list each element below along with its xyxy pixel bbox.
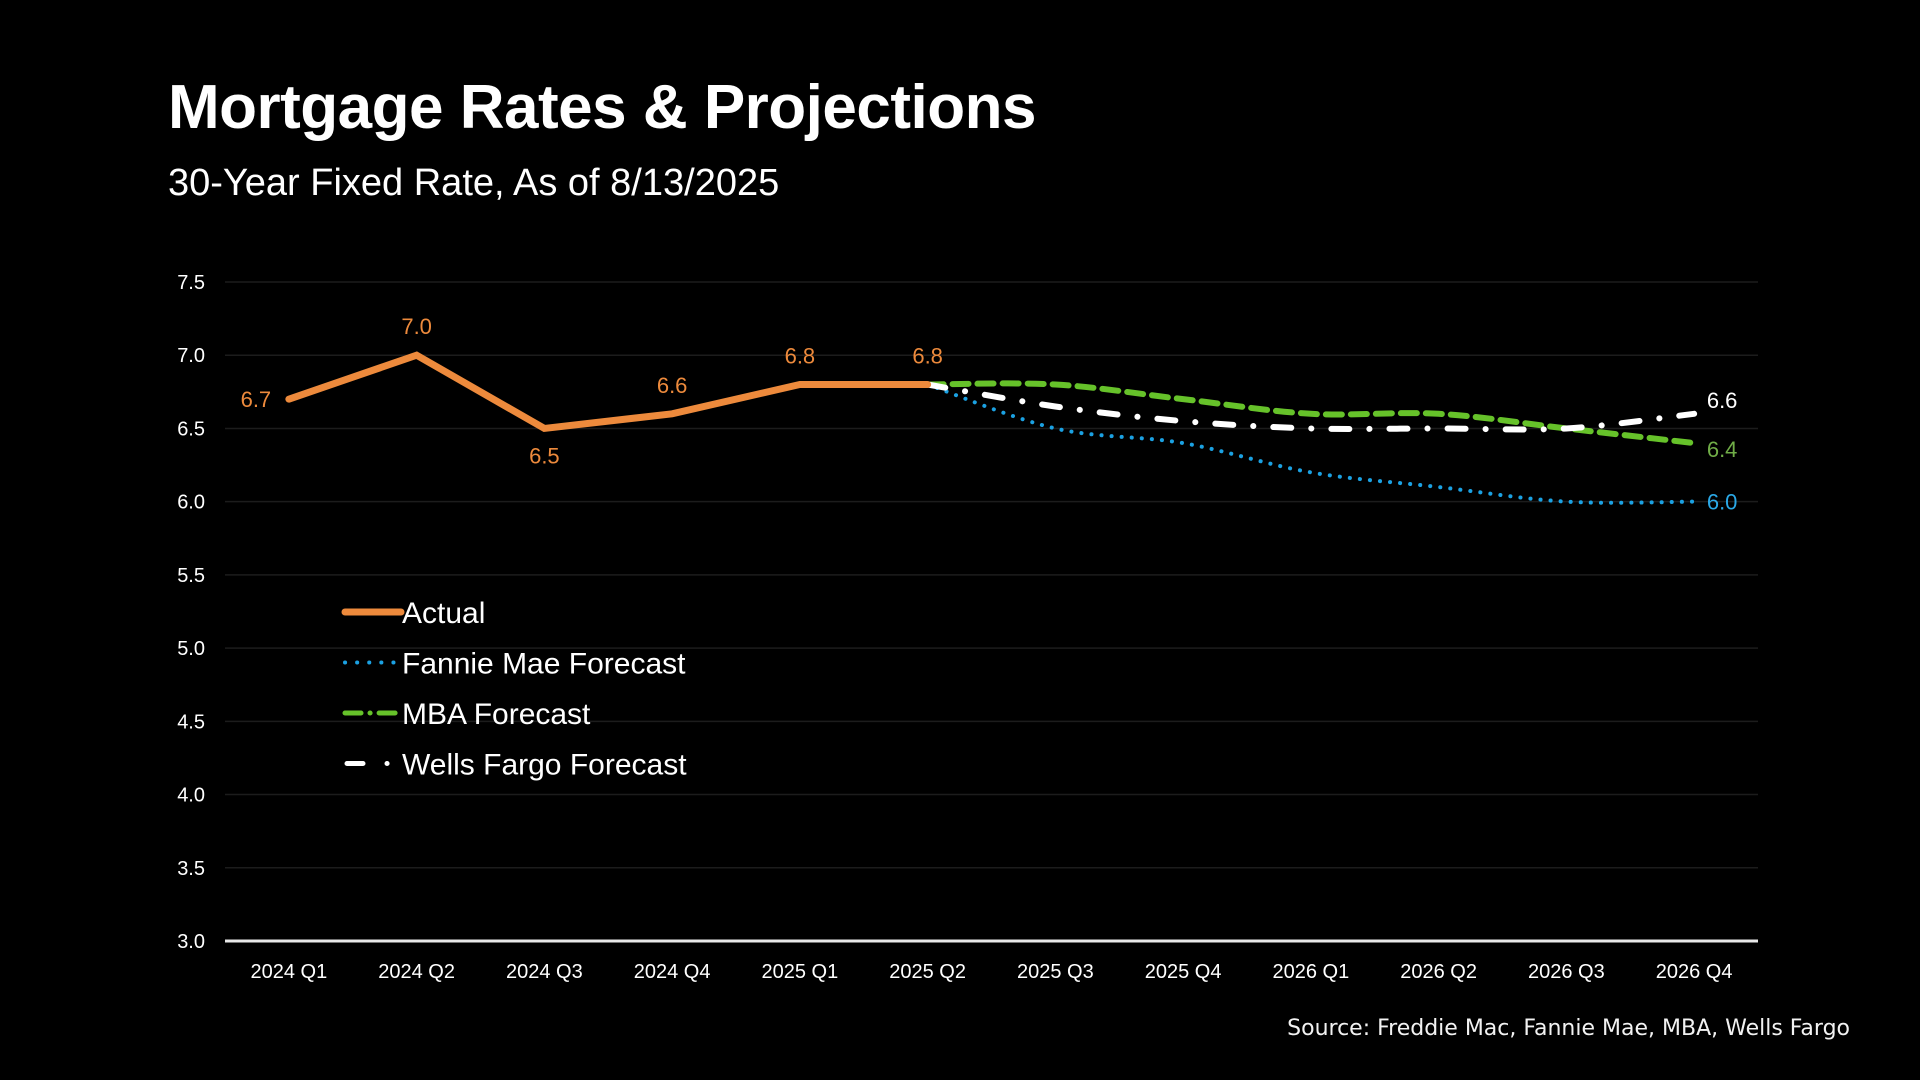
x-tick-label: 2025 Q2 (889, 961, 966, 983)
y-tick-label: 4.0 (177, 785, 205, 807)
series-lines (285, 351, 1698, 505)
x-axis-ticks: 2024 Q1 2024 Q2 2024 Q3 2024 Q4 2025 Q1 2025 … (251, 961, 1733, 983)
data-label-fannie-mae-forecast: 6.0 (1707, 490, 1738, 515)
x-tick-label: 2026 Q1 (1273, 961, 1350, 983)
y-axis-ticks: 3.0 3.5 4.0 4.5 5.0 5.5 6.0 6.5 7.0 7.5 (177, 272, 205, 953)
source-note: Source: Freddie Mac, Fannie Mae, MBA, We… (1287, 1016, 1850, 1041)
legend-label-mba-forecast: MBA Forecast (402, 698, 591, 731)
x-tick-label: 2026 Q2 (1400, 961, 1477, 983)
y-tick-label: 5.0 (177, 638, 205, 660)
x-tick-label: 2024 Q4 (634, 961, 711, 983)
x-tick-label: 2025 Q3 (1017, 961, 1094, 983)
chart-title: Mortgage Rates & Projections (168, 73, 1036, 142)
y-tick-label: 4.5 (177, 711, 205, 733)
y-tick-label: 5.5 (177, 565, 205, 587)
legend-label-wells-fargo-forecast: Wells Fargo Forecast (402, 749, 687, 782)
data-labels: 6.7 7.0 6.5 6.6 6.8 6.8 6.0 6.4 6.6 (241, 314, 1738, 514)
y-tick-label: 6.0 (177, 492, 205, 514)
y-tick-label: 6.5 (177, 418, 205, 440)
series-actual-line (285, 351, 932, 433)
legend-label-fannie-mae-forecast: Fannie Mae Forecast (402, 648, 686, 681)
x-tick-label: 2025 Q1 (762, 961, 839, 983)
data-label-mba-forecast: 6.4 (1707, 437, 1738, 462)
y-tick-label: 7.0 (177, 345, 205, 367)
y-tick-label: 3.0 (177, 931, 205, 953)
data-label-actual: 6.8 (785, 344, 816, 369)
data-label-wells-fargo-forecast: 6.6 (1707, 388, 1738, 413)
series-wells-fargo-forecast-line (924, 381, 1698, 433)
x-tick-label: 2026 Q3 (1528, 961, 1605, 983)
x-tick-label: 2024 Q2 (378, 961, 455, 983)
data-label-actual: 6.5 (529, 443, 560, 468)
y-tick-label: 7.5 (177, 272, 205, 294)
y-tick-label: 3.5 (177, 858, 205, 880)
x-tick-label: 2024 Q1 (251, 961, 328, 983)
data-label-actual: 6.6 (657, 373, 688, 398)
x-tick-label: 2025 Q4 (1145, 961, 1222, 983)
x-tick-label: 2026 Q4 (1656, 961, 1733, 983)
chart-subtitle: 30-Year Fixed Rate, As of 8/13/2025 (168, 162, 780, 204)
data-label-actual: 6.7 (241, 387, 272, 412)
x-tick-label: 2024 Q3 (506, 961, 583, 983)
gridlines (225, 281, 1758, 869)
data-label-actual: 6.8 (912, 344, 943, 369)
legend-label-actual: Actual (402, 597, 485, 630)
data-label-actual: 7.0 (401, 314, 432, 339)
series-fannie-mae-forecast-line (925, 382, 1697, 505)
legend: Actual Fannie Mae Forecast MBA Forecast Wel… (341, 597, 687, 782)
series-mba-forecast-line (924, 380, 1698, 447)
